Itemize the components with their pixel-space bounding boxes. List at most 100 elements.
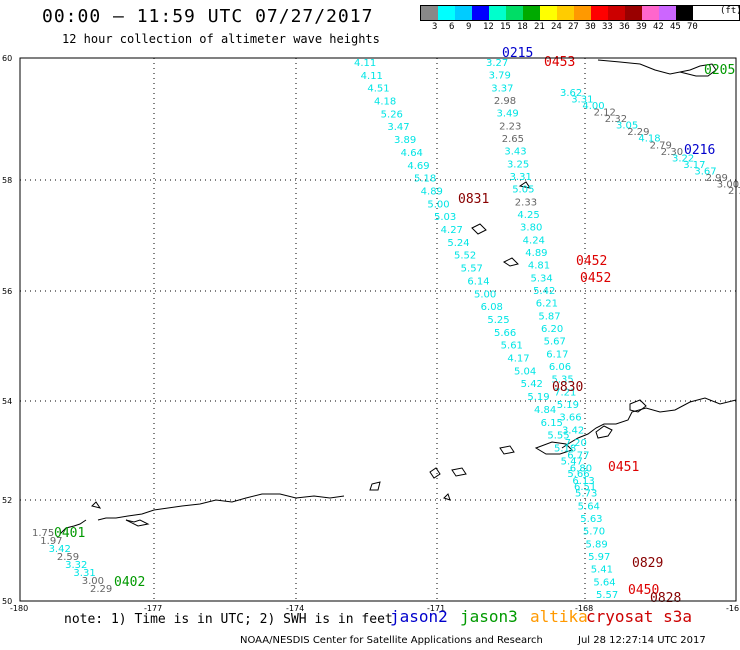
scale-swatch xyxy=(523,6,540,20)
label-0205: 0205 xyxy=(704,63,735,78)
wave-height-value: 5.34 xyxy=(531,273,553,284)
label-0452a: 0452 xyxy=(576,254,607,269)
coastline-segment xyxy=(503,257,519,267)
wave-height-value: 2.79 xyxy=(650,140,672,151)
wave-height-value: 4.84 xyxy=(534,405,556,416)
scale-label: 15 xyxy=(500,22,511,32)
wave-height-value: 5.63 xyxy=(580,514,602,525)
wave-height-value: 4.69 xyxy=(407,161,429,172)
wave-height-value: 5.05 xyxy=(512,185,534,196)
label-0830: 0830 xyxy=(552,380,583,395)
wave-height-value: 4.24 xyxy=(523,235,545,246)
wave-height-value: 3.32 xyxy=(65,560,87,571)
wave-height-value: 2.12 xyxy=(594,108,616,119)
scale-swatch xyxy=(438,6,455,20)
coastline-segment xyxy=(369,481,381,491)
wave-height-value: 6.77 xyxy=(567,451,589,462)
wave-height-value: 3.49 xyxy=(496,109,518,120)
wave-height-value: 3.31 xyxy=(73,568,95,579)
scale-label: 70 xyxy=(687,22,698,32)
label-0452b: 0452 xyxy=(580,271,611,286)
wave-height-value: 3.66 xyxy=(559,413,581,424)
wave-height-value: 6.51 xyxy=(574,482,596,493)
wave-height-value: 2.32 xyxy=(605,114,627,125)
wave-height-value: 6.13 xyxy=(572,476,594,487)
latitude-label: 56 xyxy=(2,287,12,296)
coastline-segment xyxy=(451,467,467,477)
scale-swatch xyxy=(472,6,489,20)
label-0216: 0216 xyxy=(684,143,715,158)
coastline-segment xyxy=(91,501,102,509)
scale-label: 27 xyxy=(568,22,579,32)
wave-height-value: 1.75 xyxy=(32,528,54,539)
wave-height-value: 4.18 xyxy=(638,134,660,145)
wave-height-value: 4.11 xyxy=(361,71,383,82)
scale-label: 9 xyxy=(466,22,472,32)
footer-note: note: 1) Time is in UTC; 2) SWH is in fe… xyxy=(64,612,393,627)
label-0402: 0402 xyxy=(114,575,145,590)
wave-height-value: 5.03 xyxy=(434,212,456,223)
wave-height-value: 5.73 xyxy=(575,489,597,500)
wave-height-value: 3.00 xyxy=(717,179,739,190)
wave-height-value: 2.30 xyxy=(661,147,683,158)
wave-height-value: 3.00 xyxy=(82,576,104,587)
wave-height-value: 5.67 xyxy=(544,337,566,348)
wave-height-values: 3.27 3.793.37 2.98 3.492.23 2.65 3.433.25 3.31… xyxy=(32,58,740,601)
coastline-segment xyxy=(499,445,515,455)
coastlines xyxy=(59,59,737,535)
wave-height-value: 5.19 xyxy=(557,400,579,411)
label-0453: 0453 xyxy=(544,55,575,70)
wave-height-value: 4.27 xyxy=(441,225,463,236)
label-0401: 0401 xyxy=(54,526,85,541)
map-grid xyxy=(20,58,736,601)
label-0831: 0831 xyxy=(458,192,489,207)
scale-label: 30 xyxy=(585,22,596,32)
color-scale-bar xyxy=(420,5,740,21)
scale-label: 24 xyxy=(551,22,562,32)
longitude-label: -180 xyxy=(10,604,28,613)
wave-height-value: 4.18 xyxy=(374,97,396,108)
scale-label: 39 xyxy=(636,22,647,32)
longitude-label: -16 xyxy=(726,604,739,613)
wave-height-value: 5.57 xyxy=(596,590,618,601)
label-0450: 0450 xyxy=(628,583,659,598)
wave-height-value: 5.61 xyxy=(501,341,523,352)
map-subtitle: 12 hour collection of altimeter wave hei… xyxy=(62,32,380,46)
label-0451: 0451 xyxy=(608,460,639,475)
wave-height-value: 3.42 xyxy=(562,425,584,436)
axis-labels: 60 58 56 54 52 50-180 -177 -174 -171 -168 -16 xyxy=(2,54,739,613)
scale-label: 6 xyxy=(449,22,455,32)
coastline-segment xyxy=(97,493,345,521)
wave-height-value: 4.81 xyxy=(528,261,550,272)
label-0215: 0215 xyxy=(502,46,533,61)
wave-height-value: 5.47 xyxy=(561,456,583,467)
coastline-segment xyxy=(125,519,150,527)
wave-height-value: 7.20 xyxy=(565,438,587,449)
scale-label: 12 xyxy=(483,22,494,32)
color-scale-labels: 3 6 9 12 15 18 21 24 27 30 33 36 39 42 45 70 xyxy=(420,21,740,33)
wave-height-value: 2.29 xyxy=(627,127,649,138)
wave-height-value: 6.17 xyxy=(546,349,568,360)
coastline-segment xyxy=(595,425,613,439)
wave-height-value: 5.64 xyxy=(593,577,615,588)
pass-time-labels: 0215 0453 0205 0216 0831 0452 0452 0830 0451 0829… xyxy=(54,46,735,606)
longitude-label: -174 xyxy=(286,604,304,613)
wave-height-value: 6.14 xyxy=(467,276,489,287)
wave-height-value: 6.06 xyxy=(549,362,571,373)
scale-unit: (ft) xyxy=(720,6,740,16)
coastline-segment xyxy=(561,397,737,449)
scale-swatch xyxy=(506,6,523,20)
coastline-segment xyxy=(597,59,717,77)
wave-height-value: 3.67 xyxy=(694,166,716,177)
wave-height-value: 3.37 xyxy=(491,83,513,94)
wave-height-value: 2.59 xyxy=(57,552,79,563)
scale-swatch xyxy=(455,6,472,20)
wave-height-value: 5.18 xyxy=(554,443,576,454)
wave-height-value: 5.57 xyxy=(461,264,483,275)
wave-height-value: 5.42 xyxy=(533,286,555,297)
wave-height-value: 3.89 xyxy=(394,135,416,146)
map-title: 00:00 — 11:59 UTC 07/27/2017 xyxy=(42,6,374,27)
wave-height-value: 4.64 xyxy=(401,148,423,159)
wave-height-value: 5.00 xyxy=(474,289,496,300)
wave-height-value: 5.64 xyxy=(578,501,600,512)
